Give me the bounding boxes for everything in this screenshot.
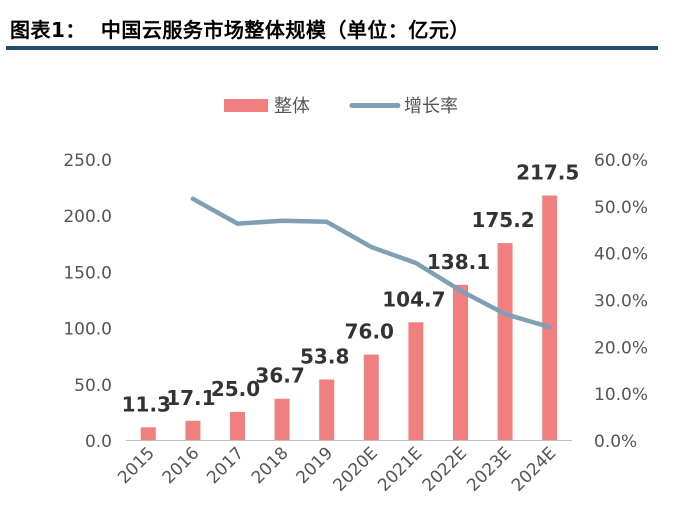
bar-2022E: [453, 284, 468, 440]
header: 图表1： 中国云服务市场整体规模（单位：亿元）: [0, 0, 686, 54]
bar-2016: [185, 420, 201, 440]
bar-2024E: [542, 195, 558, 440]
x-tick-label: 2023E: [463, 443, 515, 495]
title-divider: [6, 46, 658, 50]
y-left-tick-label: 100.0: [63, 320, 112, 340]
y-right-tick-label: 10.0%: [594, 385, 648, 405]
x-tick-label: 2021E: [374, 443, 426, 495]
y-left-tick-label: 150.0: [63, 263, 112, 283]
y-right-tick-label: 60.0%: [594, 151, 648, 171]
bar-2023E: [497, 243, 513, 440]
bar-data-label: 17.1: [166, 386, 215, 410]
growth-rate-line: [190, 196, 552, 330]
bar-2019: [319, 379, 335, 440]
x-tick-label: 2016: [159, 443, 204, 488]
legend-label-bars: 整体: [274, 96, 310, 117]
x-tick-label: 2024E: [508, 443, 560, 495]
bar-data-label: 53.8: [300, 345, 349, 369]
x-tick-label: 2015: [114, 443, 159, 488]
y-left-tick-label: 250.0: [63, 151, 112, 171]
x-tick-label: 2017: [203, 443, 248, 488]
y-right-tick-label: 30.0%: [594, 292, 648, 312]
legend-label-line: 增长率: [404, 96, 458, 117]
y-left-tick-label: 50.0: [74, 376, 112, 396]
y-left-tick-label: 0.0: [85, 432, 112, 452]
bar-2020E: [363, 354, 379, 440]
bar-data-label: 138.1: [427, 250, 490, 274]
x-tick-label: 2018: [248, 443, 293, 488]
bar-data-label: 36.7: [255, 364, 304, 388]
y-right-tick-label: 20.0%: [594, 338, 648, 358]
bar-2015: [140, 427, 156, 440]
bar-data-label: 175.2: [471, 208, 534, 232]
legend-swatch-bars: [224, 99, 268, 112]
bar-data-label: 25.0: [211, 377, 260, 401]
y-right-tick-label: 50.0%: [594, 198, 648, 218]
bar-data-label: 104.7: [382, 287, 445, 311]
bar-2018: [274, 398, 290, 440]
bar-data-label: 217.5: [516, 161, 579, 185]
y-left-tick-label: 200.0: [63, 207, 112, 227]
y-right-tick-label: 40.0%: [594, 245, 648, 265]
bar-2017: [230, 411, 245, 440]
x-tick-label: 2022E: [419, 443, 471, 495]
x-tick-label: 2020E: [329, 443, 381, 495]
page-title: 图表1： 中国云服务市场整体规模（单位：亿元）: [10, 18, 470, 42]
bar-data-label: 76.0: [345, 320, 394, 344]
bar-data-label: 11.3: [122, 392, 171, 416]
y-right-tick-label: 0.0%: [594, 432, 637, 452]
bar-2021E: [408, 322, 424, 440]
